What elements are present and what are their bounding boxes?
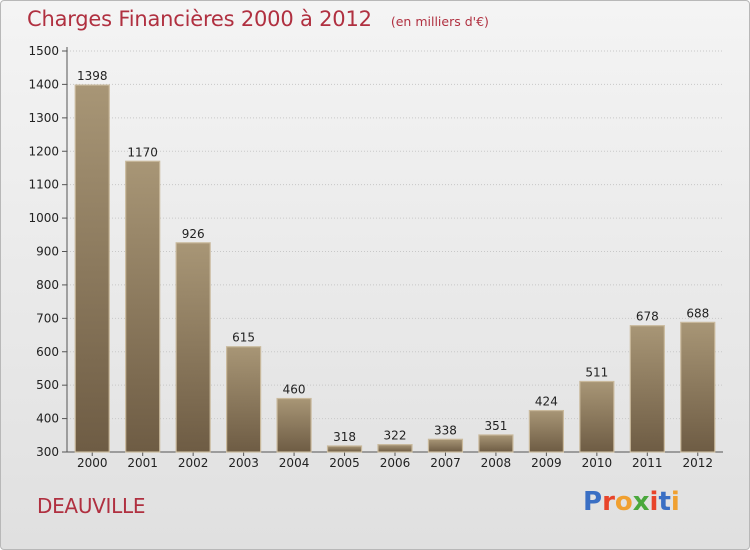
y-tick-label: 1200 — [28, 144, 59, 158]
bar-2001 — [125, 160, 161, 453]
bars — [74, 84, 716, 453]
bar-value-label: 351 — [484, 419, 507, 433]
bar — [125, 160, 161, 453]
y-tick-label: 1400 — [28, 77, 59, 91]
bar-value-label: 1170 — [127, 145, 158, 159]
x-tick-label: 2002 — [178, 456, 209, 470]
bar-2012 — [680, 321, 716, 453]
y-tick-label: 600 — [36, 345, 59, 359]
x-tick-label: 2004 — [279, 456, 310, 470]
bar-value-label: 318 — [333, 430, 356, 444]
bar-2006 — [377, 444, 413, 453]
x-tick-label: 2000 — [77, 456, 108, 470]
bar-2004 — [276, 397, 312, 453]
x-tick-label: 2008 — [481, 456, 512, 470]
y-tick-label: 1500 — [28, 44, 59, 58]
bar-2007 — [427, 438, 464, 453]
bar-value-label: 424 — [535, 395, 558, 409]
bar-2002 — [175, 242, 211, 453]
y-tick-label: 300 — [36, 445, 59, 459]
bar — [579, 380, 615, 453]
bar-2010 — [579, 380, 615, 453]
bar — [528, 409, 564, 453]
proxiti-logo[interactable]: Proxiti — [583, 487, 680, 517]
bar-2003 — [226, 346, 262, 453]
y-tick-label: 1100 — [28, 178, 59, 192]
chart-title: Charges Financières 2000 à 2012 — [27, 7, 372, 31]
y-tick-label: 1300 — [28, 111, 59, 125]
bar-value-label: 460 — [283, 383, 306, 397]
bar — [74, 84, 110, 453]
grid — [67, 50, 723, 453]
bar-2005 — [326, 445, 363, 453]
logo-letter: o — [614, 487, 633, 517]
bar — [175, 242, 211, 453]
town-name: DEAUVILLE — [37, 494, 146, 518]
logo-letter: r — [602, 487, 615, 517]
bar — [680, 321, 716, 453]
logo-letter: x — [632, 487, 650, 517]
bar — [226, 346, 262, 453]
bar-2009 — [528, 409, 564, 453]
y-tick-label: 900 — [36, 245, 59, 259]
bar — [427, 438, 464, 453]
x-tick-label: 2003 — [228, 456, 259, 470]
bar-2000 — [74, 84, 110, 453]
y-tick-label: 1000 — [28, 211, 59, 225]
bar — [276, 397, 312, 453]
bar-2011 — [629, 325, 665, 453]
bar-value-label: 678 — [636, 310, 659, 324]
chart-subtitle: (en milliers d'€) — [390, 14, 489, 29]
x-tick-label: 2012 — [682, 456, 713, 470]
x-tick-label: 2007 — [430, 456, 461, 470]
logo-letter: i — [670, 487, 680, 517]
bar-value-label: 338 — [434, 423, 457, 437]
y-tick-label: 500 — [36, 378, 59, 392]
x-tick-label: 2011 — [632, 456, 663, 470]
y-tick-label: 800 — [36, 278, 59, 292]
bar-value-label: 1398 — [77, 69, 108, 83]
x-tick-label: 2005 — [329, 456, 360, 470]
bar — [478, 434, 514, 453]
logo-letter: i — [649, 487, 659, 517]
bar — [629, 325, 665, 453]
y-tick-label: 700 — [36, 311, 59, 325]
x-tick-label: 2009 — [531, 456, 562, 470]
title-row: Charges Financières 2000 à 2012 (en mill… — [27, 7, 489, 31]
bar — [377, 444, 413, 453]
x-tick-label: 2010 — [582, 456, 613, 470]
x-tick-label: 2001 — [127, 456, 158, 470]
logo-letter: t — [658, 487, 671, 517]
logo-letter: P — [583, 487, 603, 517]
bar-value-label: 615 — [232, 331, 255, 345]
bar-2008 — [478, 434, 514, 453]
bar-value-label: 688 — [686, 306, 709, 320]
x-tick-label: 2006 — [380, 456, 411, 470]
y-tick-label: 400 — [36, 412, 59, 426]
labels: 1398 2000 1170 2001 926 2002 615 2003 460 2004 318… — [77, 69, 713, 470]
bar — [326, 445, 363, 453]
bar-value-label: 926 — [182, 227, 205, 241]
bar-value-label: 322 — [384, 429, 407, 443]
bar-value-label: 511 — [585, 365, 608, 379]
